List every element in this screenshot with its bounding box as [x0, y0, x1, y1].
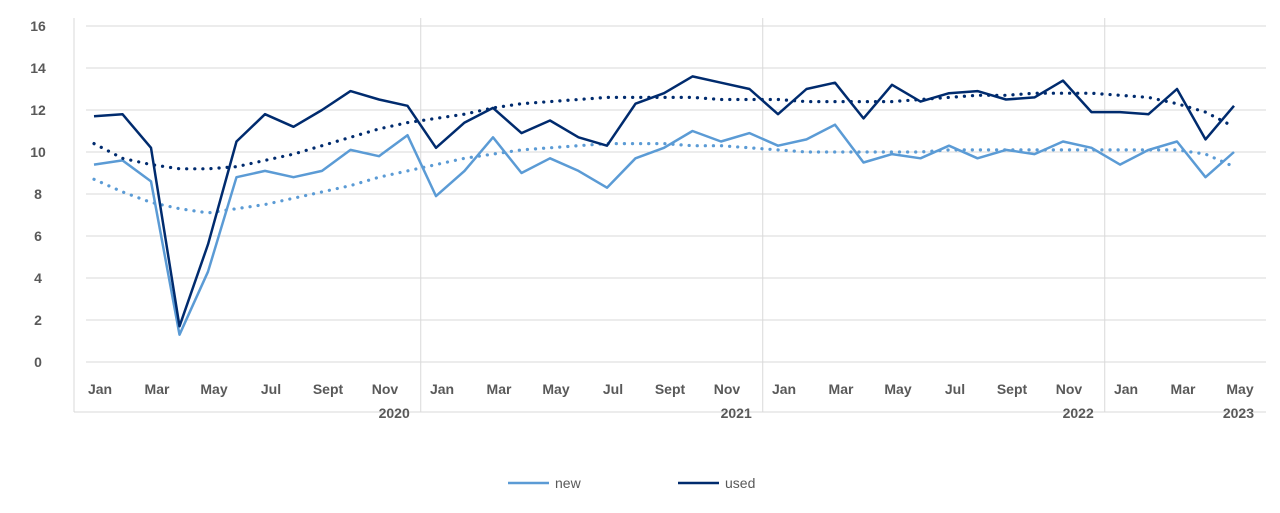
y-tick-label: 0: [34, 354, 42, 370]
year-label: 2020: [379, 405, 410, 421]
x-tick-label: Nov: [714, 381, 741, 397]
x-tick-label: Mar: [829, 381, 854, 397]
y-tick-label: 8: [34, 186, 42, 202]
year-label: 2022: [1063, 405, 1094, 421]
x-tick-label: Jan: [1114, 381, 1138, 397]
x-tick-label: Sept: [997, 381, 1028, 397]
x-tick-label: May: [200, 381, 227, 397]
series-line-new: [93, 123, 1235, 336]
x-tick-label: Jan: [88, 381, 112, 397]
y-tick-label: 2: [34, 312, 42, 328]
y-tick-label: 4: [34, 270, 42, 286]
x-tick-label: Jan: [430, 381, 454, 397]
x-tick-label: Mar: [487, 381, 512, 397]
x-tick-label: Jul: [261, 381, 281, 397]
x-tick-label: May: [884, 381, 911, 397]
x-tick-label: May: [1226, 381, 1253, 397]
legend-label-new: new: [555, 475, 582, 491]
x-tick-label: Mar: [145, 381, 170, 397]
y-tick-label: 10: [30, 144, 46, 160]
trendline-new: [92, 142, 1236, 215]
y-tick-label: 16: [30, 18, 46, 34]
series-line-used: [93, 75, 1235, 328]
x-tick-label: Jan: [772, 381, 796, 397]
x-tick-label: Jul: [945, 381, 965, 397]
x-tick-label: Sept: [655, 381, 686, 397]
x-tick-label: Jul: [603, 381, 623, 397]
year-label: 2023: [1223, 405, 1254, 421]
y-tick-label: 14: [30, 60, 46, 76]
x-tick-label: May: [542, 381, 569, 397]
x-tick-label: Sept: [313, 381, 344, 397]
x-tick-label: Mar: [1171, 381, 1196, 397]
legend-label-used: used: [725, 475, 755, 491]
x-tick-label: Nov: [1056, 381, 1083, 397]
y-tick-label: 12: [30, 102, 46, 118]
x-tick-label: Nov: [372, 381, 399, 397]
trendline-used: [92, 91, 1236, 171]
year-label: 2021: [721, 405, 752, 421]
y-tick-label: 6: [34, 228, 42, 244]
